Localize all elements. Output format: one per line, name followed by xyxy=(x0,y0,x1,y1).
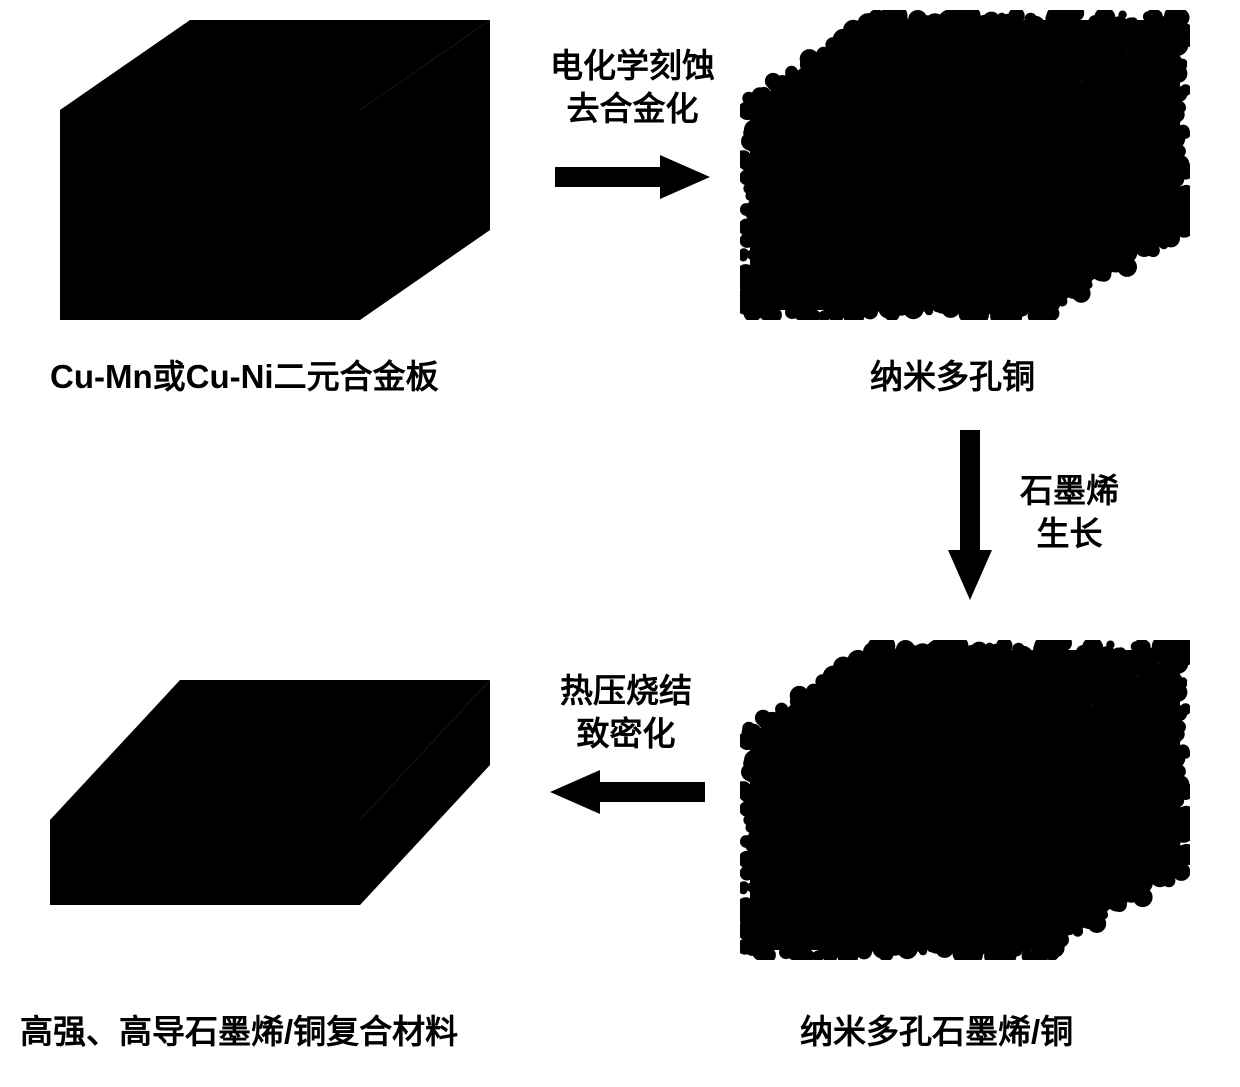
stage-nanoporous-copper xyxy=(740,10,1190,320)
arrow-label-step3-line1: 热压烧结 xyxy=(560,670,692,713)
stage-alloy-plate xyxy=(60,20,490,320)
arrow-step1 xyxy=(555,155,710,204)
label-nanoporous-copper: 纳米多孔铜 xyxy=(870,350,1035,398)
stage-composite xyxy=(50,680,490,905)
arrow-label-step1-line1: 电化学刻蚀 xyxy=(550,45,715,88)
arrow-label-step1-line2: 去合金化 xyxy=(550,88,715,131)
arrow-step2 xyxy=(948,430,992,605)
label-nanoporous-graphene-copper: 纳米多孔石墨烯/铜 xyxy=(800,1005,1073,1053)
label-composite: 高强、高导石墨烯/铜复合材料 xyxy=(20,1005,458,1053)
arrow-label-step3: 热压烧结 致密化 xyxy=(560,670,692,756)
arrow-step3 xyxy=(550,770,705,819)
porous-cuboid-shape-2 xyxy=(740,640,1190,960)
stage-nanoporous-graphene-copper xyxy=(740,640,1190,960)
arrow-label-step2-line2: 生长 xyxy=(1020,513,1119,556)
porous-cuboid-shape xyxy=(740,10,1190,320)
arrow-label-step2-line1: 石墨烯 xyxy=(1020,470,1119,513)
arrow-label-step2: 石墨烯 生长 xyxy=(1020,470,1119,556)
label-alloy-plate: Cu-Mn或Cu-Ni二元合金板 xyxy=(50,350,439,398)
arrow-label-step3-line2: 致密化 xyxy=(560,713,692,756)
solid-cuboid-shape xyxy=(60,20,490,320)
thin-slab-shape xyxy=(50,680,490,905)
arrow-label-step1: 电化学刻蚀 去合金化 xyxy=(550,45,715,131)
